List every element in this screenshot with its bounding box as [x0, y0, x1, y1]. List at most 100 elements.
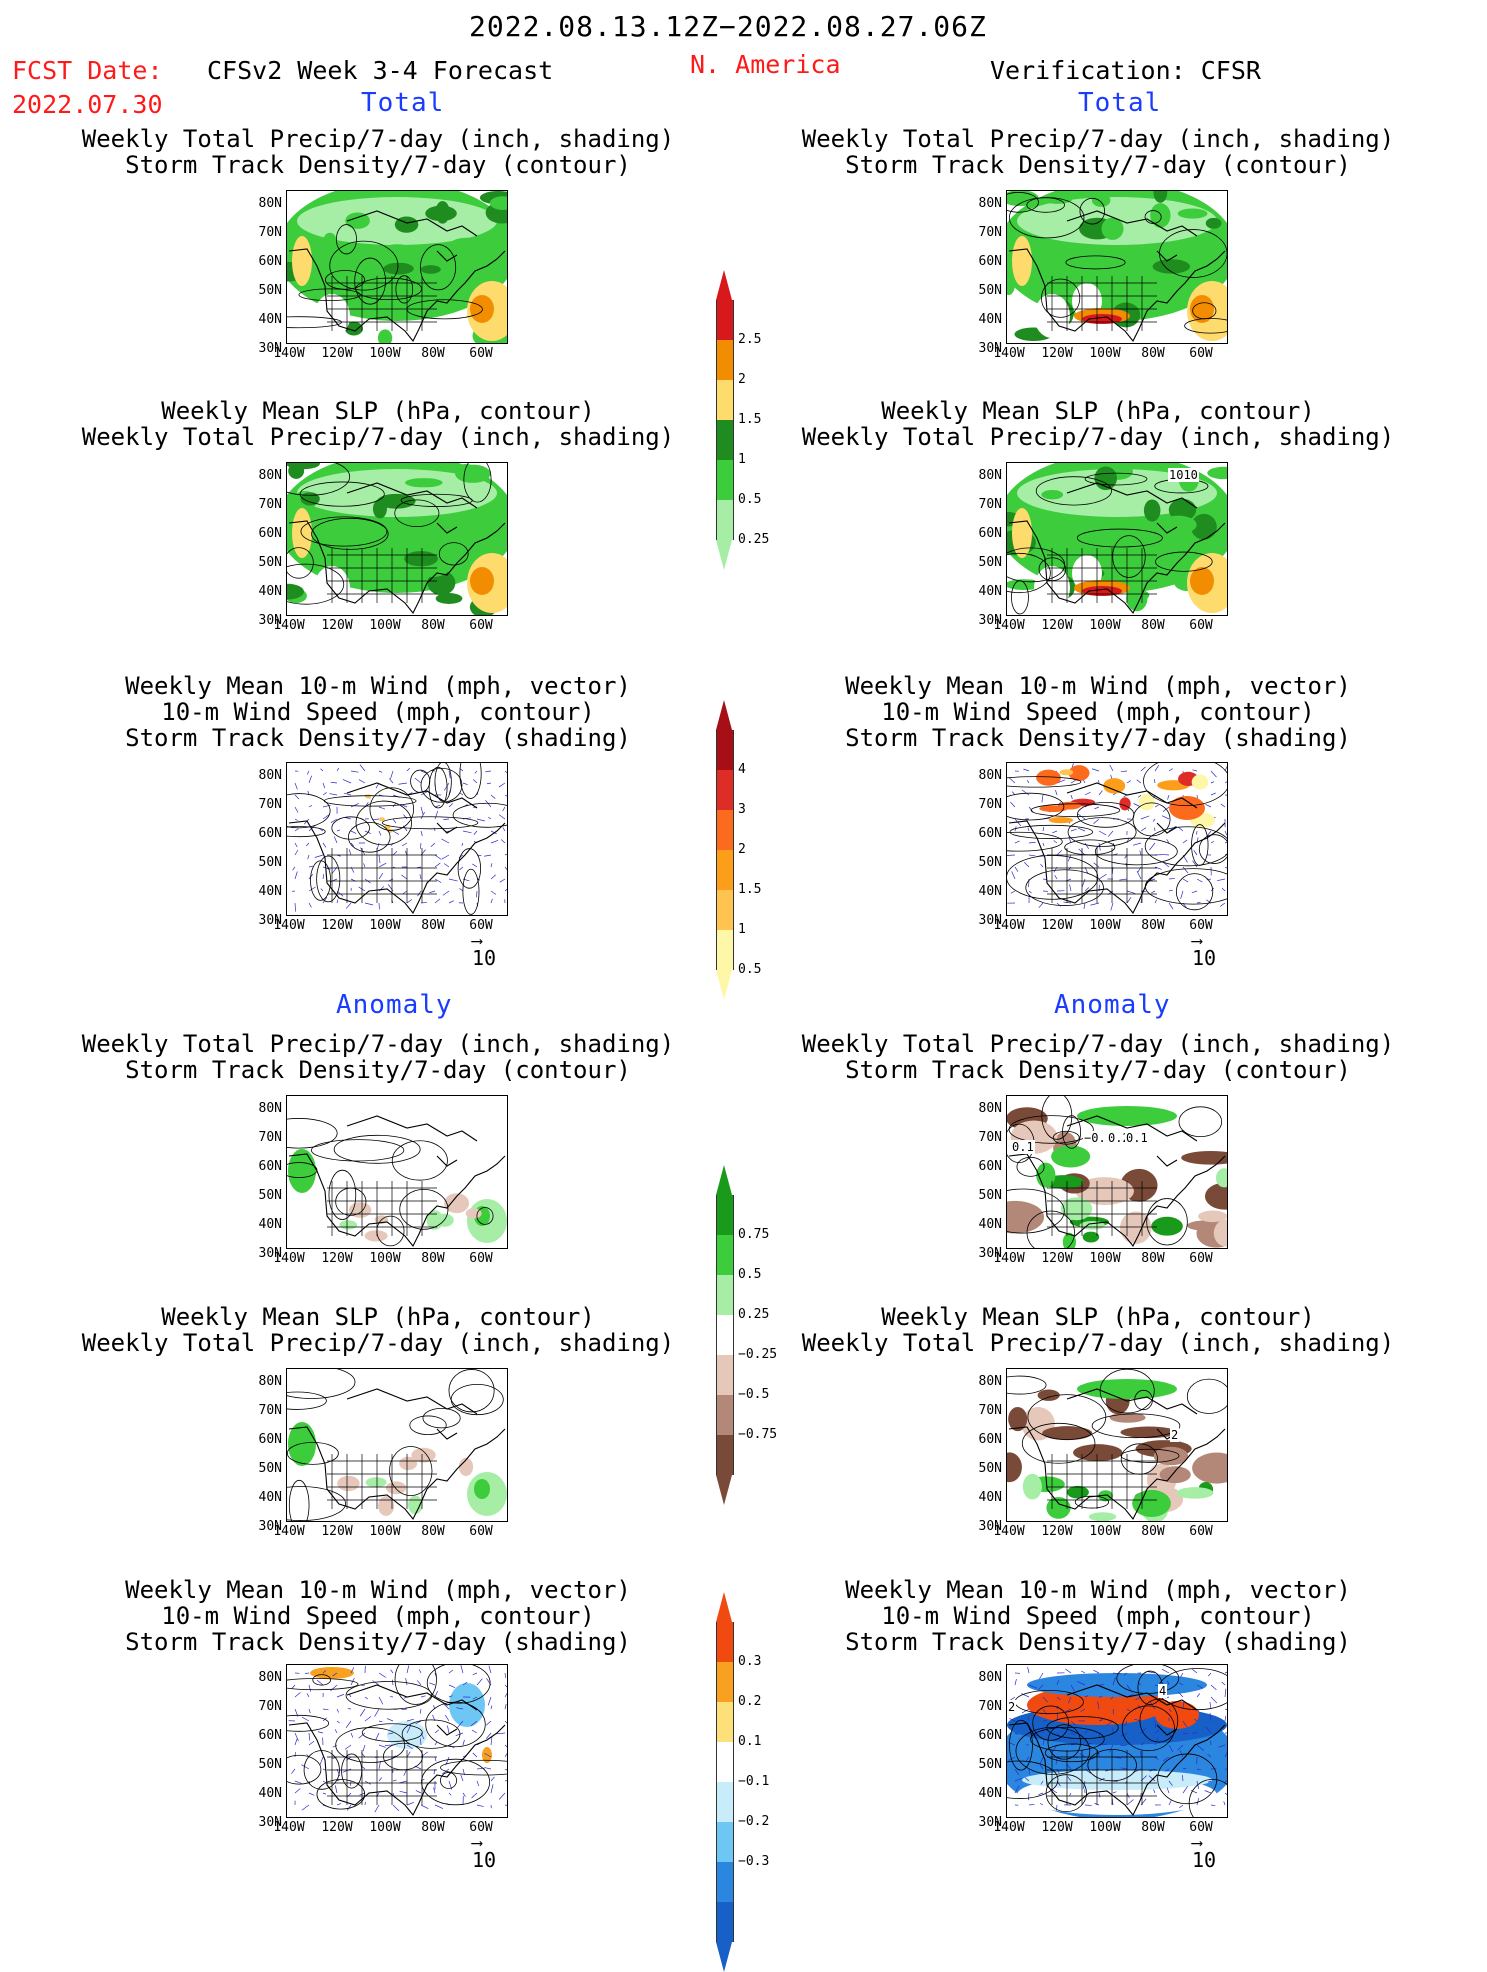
panel-anom-wind-cfsr-map: [1006, 1664, 1228, 1818]
panel-anom-slp-precip-cfsr-map-lat-label: 70N: [968, 1403, 1002, 1418]
panel-anom-precip-storm-cfsr-map-lon-label: 60W: [1176, 1251, 1226, 1266]
panel-anom-slp-precip-fcst-map-lat-label: 80N: [248, 1374, 282, 1389]
panel-anom-precip-storm-cfsr-map-lon-label: 100W: [1080, 1251, 1130, 1266]
panel-total-wind-fcst-vector-ref: ⟶10: [472, 936, 496, 970]
panel-anom-slp-precip-fcst-map: [286, 1368, 508, 1522]
panel-anom-precip-storm-cfsr-map: [1006, 1095, 1228, 1249]
storm-anom-colorbar-bottom-arrow: [716, 1942, 732, 1972]
region-label: N. America: [690, 50, 841, 79]
panel-total-wind-fcst-title: Weekly Mean 10-m Wind (mph, vector)10-m …: [0, 673, 778, 751]
panel-anom-wind-cfsr-title-line-2: 10-m Wind Speed (mph, contour): [698, 1603, 1487, 1629]
panel-total-slp-precip-fcst-map-lon-label: 140W: [264, 618, 314, 633]
panel-total-precip-storm-cfsr-title-line-1: Weekly Total Precip/7-day (inch, shading…: [698, 126, 1487, 152]
model-title: CFSv2 Week 3-4 Forecast: [207, 56, 553, 85]
storm-anom-colorbar-tick-label: 0.3: [738, 1654, 761, 1669]
storm-anom-colorbar-swatch: [716, 1622, 734, 1662]
panel-anom-wind-cfsr-vector-ref-value: 10: [1192, 1848, 1216, 1872]
panel-anom-slp-precip-fcst-title-line-1: Weekly Mean SLP (hPa, contour): [0, 1304, 778, 1330]
panel-total-precip-storm-cfsr-map-lon-label: 80W: [1128, 346, 1178, 361]
panel-anom-slp-precip-fcst-map-lat-label: 70N: [248, 1403, 282, 1418]
panel-total-slp-precip-fcst-map-lat-label: 80N: [248, 468, 282, 483]
precip-total-colorbar-tick-label: 0.5: [738, 492, 761, 507]
panel-total-wind-cfsr-map-lat-label: 40N: [968, 884, 1002, 899]
panel-total-precip-storm-fcst-map: [286, 190, 508, 344]
panel-total-slp-precip-fcst-title-line-1: Weekly Mean SLP (hPa, contour): [0, 398, 778, 424]
panel-total-wind-cfsr-title-line-1: Weekly Mean 10-m Wind (mph, vector): [698, 673, 1487, 699]
panel-total-wind-fcst-map-lon-label: 100W: [360, 918, 410, 933]
panel-total-wind-fcst-map-lon-label: 80W: [408, 918, 458, 933]
panel-anom-slp-precip-fcst-map-lat-label: 50N: [248, 1461, 282, 1476]
panel-anom-precip-storm-cfsr-map-lat-label: 40N: [968, 1217, 1002, 1232]
panel-total-precip-storm-cfsr-map-field: [1007, 191, 1227, 343]
panel-anom-precip-storm-fcst-map-lon-label: 60W: [456, 1251, 506, 1266]
panel-total-slp-precip-fcst-map-lon-label: 80W: [408, 618, 458, 633]
panel-anom-slp-precip-cfsr-map-lon-label: 140W: [984, 1524, 1034, 1539]
precip-total-colorbar-tick-label: 1.5: [738, 412, 761, 427]
panel-anom-precip-storm-fcst-title: Weekly Total Precip/7-day (inch, shading…: [0, 1031, 778, 1083]
panel-total-wind-fcst-title-line-3: Storm Track Density/7-day (shading): [0, 725, 778, 751]
precip-anom-colorbar-tick-label: 0.5: [738, 1267, 761, 1282]
precip-total-colorbar-swatch: [716, 340, 734, 380]
panel-total-wind-cfsr-map-lon-label: 80W: [1128, 918, 1178, 933]
panel-anom-precip-storm-fcst-map-lon-label: 100W: [360, 1251, 410, 1266]
panel-total-precip-storm-fcst-title-line-2: Storm Track Density/7-day (contour): [0, 152, 778, 178]
precip-total-colorbar-bottom-arrow: [716, 540, 732, 570]
panel-anom-slp-precip-cfsr-map: [1006, 1368, 1228, 1522]
panel-total-precip-storm-fcst-map-lon-label: 100W: [360, 346, 410, 361]
panel-total-wind-cfsr-map-field: [1007, 763, 1227, 915]
storm-anom-colorbar-swatch: [716, 1702, 734, 1742]
precip-total-colorbar-tick-label: 2: [738, 372, 746, 387]
panel-anom-slp-precip-fcst-title: Weekly Mean SLP (hPa, contour)Weekly Tot…: [0, 1304, 778, 1356]
panel-total-wind-fcst-map-lon-label: 120W: [312, 918, 362, 933]
precip-anom-colorbar-bottom-arrow: [716, 1475, 732, 1505]
storm-anom-colorbar-tick-label: −0.2: [738, 1814, 769, 1829]
panel-anom-precip-storm-cfsr-map-lat-label: 50N: [968, 1188, 1002, 1203]
storm-anom-contour-label: 0.1: [1125, 1131, 1149, 1145]
slp-anom-contour-label: 2: [1170, 1428, 1179, 1442]
precip-total-colorbar-tick-label: 1: [738, 452, 746, 467]
vector-arrow-icon: ⟶: [472, 1838, 496, 1848]
panel-anom-slp-precip-fcst-map-lon-label: 100W: [360, 1524, 410, 1539]
panel-total-slp-precip-cfsr-map-field: [1007, 463, 1227, 615]
panel-anom-slp-precip-cfsr-map-lat-label: 60N: [968, 1432, 1002, 1447]
panel-anom-slp-precip-cfsr-map-lat-label: 80N: [968, 1374, 1002, 1389]
panel-anom-slp-precip-fcst-map-lon-label: 80W: [408, 1524, 458, 1539]
date-range: 2022.08.13.12Z−2022.08.27.06Z: [469, 10, 987, 43]
panel-total-slp-precip-cfsr-map-lat-label: 50N: [968, 555, 1002, 570]
precip-total-colorbar-tick-label: 2.5: [738, 332, 761, 347]
precip-anom-colorbar-swatch: [716, 1315, 734, 1355]
panel-anom-wind-fcst-title-line-3: Storm Track Density/7-day (shading): [0, 1629, 778, 1655]
slp-contour-label: 1010: [1168, 468, 1199, 482]
verification-label: Verification: CFSR: [990, 56, 1261, 85]
panel-total-wind-cfsr-map-lat-label: 60N: [968, 826, 1002, 841]
panel-total-precip-storm-cfsr-title: Weekly Total Precip/7-day (inch, shading…: [698, 126, 1487, 178]
panel-anom-wind-fcst-title-line-2: 10-m Wind Speed (mph, contour): [0, 1603, 778, 1629]
precip-total-colorbar-swatch: [716, 500, 734, 540]
panel-anom-wind-fcst-map-lat-label: 70N: [248, 1699, 282, 1714]
panel-anom-slp-precip-fcst-map-lon-label: 120W: [312, 1524, 362, 1539]
panel-anom-precip-storm-cfsr-map-lon-label: 140W: [984, 1251, 1034, 1266]
panel-total-slp-precip-cfsr-map: [1006, 462, 1228, 616]
storm-anom-colorbar-tick-label: 0.2: [738, 1694, 761, 1709]
panel-total-wind-fcst-map-field: [287, 763, 507, 915]
panel-anom-precip-storm-cfsr-map-lat-label: 70N: [968, 1130, 1002, 1145]
panel-anom-wind-cfsr-map-lat-label: 80N: [968, 1670, 1002, 1685]
fcst-date: 2022.07.30: [12, 90, 163, 119]
storm-anom-colorbar-swatch: [716, 1662, 734, 1702]
panel-total-precip-storm-cfsr-map: [1006, 190, 1228, 344]
panel-total-precip-storm-cfsr-map-lat-label: 40N: [968, 312, 1002, 327]
panel-total-slp-precip-cfsr-map-lon-label: 120W: [1032, 618, 1082, 633]
panel-total-wind-cfsr-map: [1006, 762, 1228, 916]
precip-anom-colorbar-swatch: [716, 1275, 734, 1315]
panel-total-precip-storm-cfsr-map-lat-label: 80N: [968, 196, 1002, 211]
panel-total-precip-storm-fcst-map-lon-label: 140W: [264, 346, 314, 361]
storm-anom-colorbar-top-arrow: [716, 1592, 732, 1622]
panel-anom-slp-precip-cfsr-map-field: [1007, 1369, 1227, 1521]
panel-anom-slp-precip-fcst-map-field: [287, 1369, 507, 1521]
storm-anom-colorbar-swatch: [716, 1742, 734, 1782]
panel-total-slp-precip-cfsr-map-lon-label: 80W: [1128, 618, 1178, 633]
panel-anom-wind-cfsr-map-field: [1007, 1665, 1227, 1817]
panel-anom-wind-fcst-vector-ref: ⟶10: [472, 1838, 496, 1872]
panel-anom-precip-storm-cfsr-title-line-2: Storm Track Density/7-day (contour): [698, 1057, 1487, 1083]
